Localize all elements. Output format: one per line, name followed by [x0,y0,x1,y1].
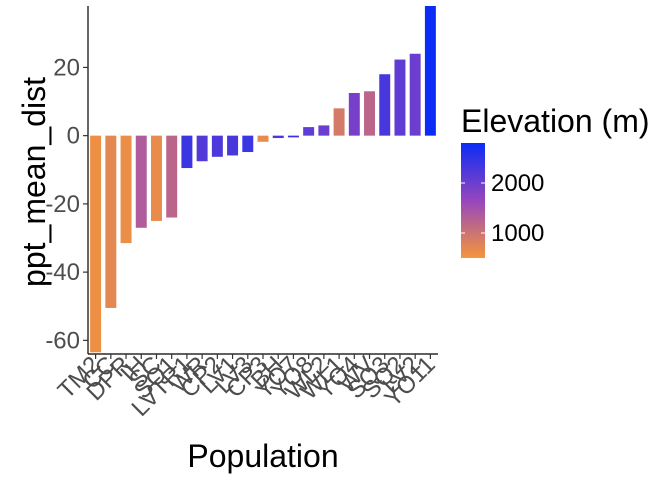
bar-BH [272,135,284,139]
y-axis: -60 -40 -20 0 20 [45,6,89,354]
bar-LV3 [242,135,254,153]
bar-LV2 [409,53,421,136]
legend-title: Elevation (m) [461,103,650,139]
bar-TM2 [90,135,102,353]
bar-SQ2 [394,59,406,136]
bar-LVTR1 [181,135,193,169]
legend-tick-label: 2000 [491,170,544,197]
bars-group [90,6,436,353]
bar-CP3 [257,135,269,142]
y-tick-label: 20 [53,54,80,81]
bar-SQ3 [379,74,391,136]
bar-YO11 [424,6,436,136]
bar-CC [105,135,117,308]
bar-WR [196,135,208,162]
y-tick-label: -60 [45,327,80,354]
bar-SC [151,135,162,221]
y-tick-label: -40 [45,259,80,286]
bar-YO8 [303,127,315,136]
bar-LV1 [227,135,239,156]
bar-WL2 [318,125,330,136]
legend-colorbar [461,143,485,258]
bar-WL1 [333,108,345,136]
x-axis-title: Population [187,438,338,474]
y-axis-title: ppt_mean_dist [16,77,52,287]
x-axis: TM2CCDPRIHSCSQ1LVTR1WRCP2LV1LV3CP3BHYO7Y… [53,351,441,422]
bar-SQ1 [166,135,178,218]
bar-YO7 [287,135,299,138]
y-tick-label: -20 [45,191,80,218]
legend-tick-label: 1000 [491,220,544,247]
bar-IH [135,135,147,228]
y-tick-label: 0 [67,123,80,150]
bar-YO4 [348,93,360,136]
bar-WV [364,91,375,136]
bar-CP2 [211,135,223,157]
legend: Elevation (m) 1000 2000 [461,103,650,258]
bar-DPR [120,135,132,244]
legend-ticks: 1000 2000 [461,170,544,247]
